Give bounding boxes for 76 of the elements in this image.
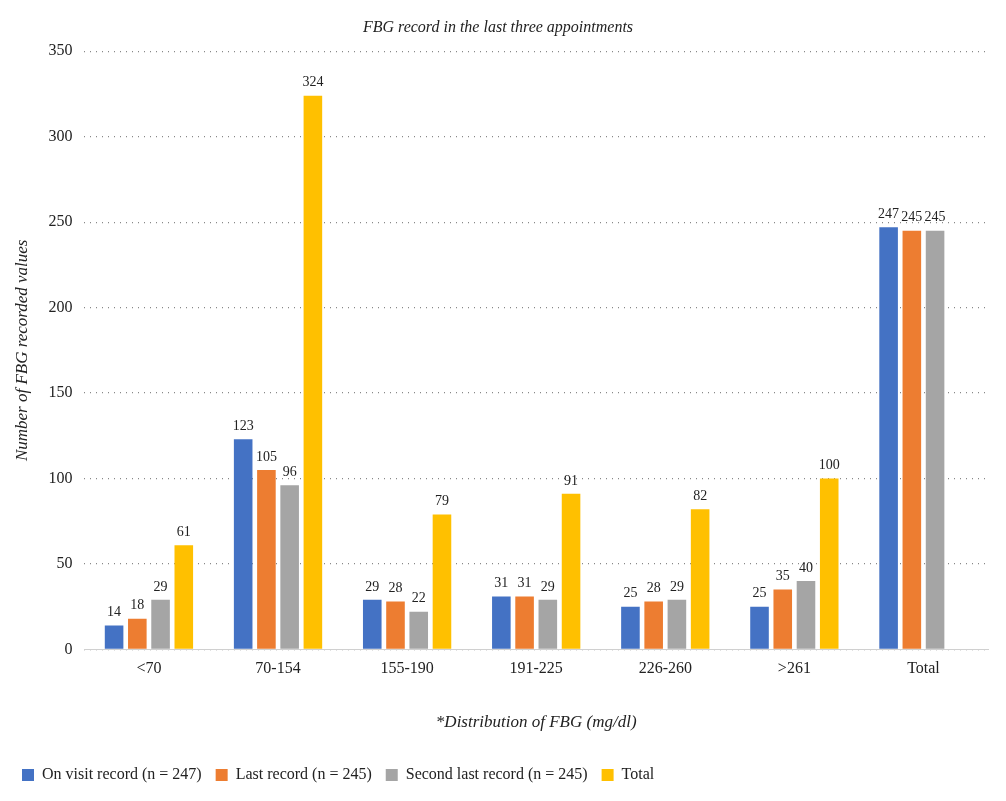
data-label: 31 [494,575,509,591]
bar [515,596,534,649]
y-tick-label: 300 [48,126,73,144]
data-label: 100 [818,457,840,473]
data-label: 29 [669,578,684,594]
data-label: 91 [564,472,579,488]
data-label: 40 [798,559,813,575]
bar [879,227,898,649]
data-label: 29 [153,578,168,594]
y-tick-label: 350 [48,41,73,59]
chart-title: FBG record in the last three appointments [361,17,634,36]
bar [796,581,816,649]
x-tick-label: 226-260 [638,659,692,677]
bar [409,611,429,649]
legend-label: On visit record (n = 247) [42,765,202,784]
y-tick-label: 200 [48,297,73,315]
data-label: 35 [775,568,790,584]
bar [386,601,405,649]
bar [151,599,170,649]
legend-label: Total [621,765,655,783]
bar [690,509,710,649]
x-axis-title: *Distribution of FBG (mg/dl) [435,712,637,732]
data-label: 22 [411,590,426,606]
bar [750,606,769,649]
data-label: 245 [924,209,946,225]
data-label: 18 [130,597,145,613]
bar [233,439,253,649]
bar [621,606,640,649]
bar [538,599,558,649]
bar [819,478,839,649]
bar [561,493,581,649]
x-tick-label: >261 [777,659,811,677]
y-tick-label: 0 [64,639,73,657]
data-label: 29 [365,578,380,594]
bar [902,230,922,649]
data-label: 105 [255,448,277,464]
x-tick-label: <70 [136,659,162,677]
y-tick-label: 100 [48,468,73,486]
legend-label: Second last record (n = 245) [405,765,588,784]
bar [925,230,945,649]
bar [773,589,793,649]
bar [667,599,687,649]
y-tick-label: 150 [48,383,73,401]
x-tick-label: 155-190 [380,659,434,677]
data-label: 14 [107,604,122,620]
legend-label: Last record (n = 245) [235,765,372,784]
bar [644,601,663,649]
data-label: 25 [752,585,767,601]
data-label: 25 [623,585,638,601]
y-tick-label: 250 [48,212,73,230]
data-label: 82 [693,487,708,503]
data-label: 79 [434,493,449,509]
data-label: 96 [282,463,297,479]
bar [257,469,276,649]
bar [362,599,382,649]
y-axis-title: Number of FBG recorded values [11,239,31,463]
data-label: 31 [517,575,532,591]
data-label: 123 [232,417,254,433]
data-label: 245 [901,209,923,225]
data-label: 28 [646,580,661,596]
x-tick-label: 70-154 [255,659,301,677]
bar [280,485,299,649]
x-tick-label: 191-225 [509,659,563,677]
data-label: 324 [302,74,324,90]
bar [303,95,323,649]
y-tick-label: 50 [56,554,73,572]
bar [104,625,124,649]
data-label: 61 [176,523,191,539]
x-tick-label: Total [907,659,941,677]
data-label: 247 [878,205,900,221]
data-label: 29 [540,578,555,594]
bar [128,618,147,649]
data-label: 28 [388,580,403,596]
bar [432,514,452,649]
bar [174,545,194,649]
bar [492,596,511,649]
